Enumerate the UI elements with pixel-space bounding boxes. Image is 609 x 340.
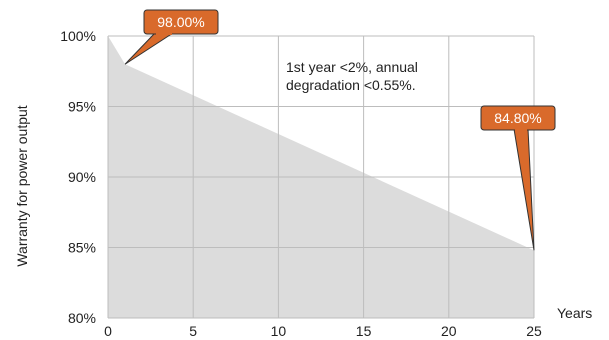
x-axis-title: Years (557, 305, 592, 321)
callout-seam (156, 31, 172, 35)
callout: 98.00% (124, 9, 219, 65)
y-tick-label: 80% (68, 310, 96, 326)
y-tick-labels: 80% 85% 90% 95% 100% (60, 28, 96, 326)
x-tick-label: 10 (271, 323, 287, 339)
x-tick-label: 5 (189, 323, 197, 339)
x-tick-label: 0 (104, 323, 112, 339)
degradation-annotation: 1st year <2%, annual degradation <0.55%. (286, 59, 418, 93)
annotation-line-1: 1st year <2%, annual (286, 59, 418, 75)
x-tick-labels: 0 5 10 15 20 25 (104, 323, 542, 339)
callout: 84.80% (480, 105, 556, 251)
y-tick-label: 85% (68, 240, 96, 256)
y-tick-label: 100% (60, 28, 96, 44)
y-tick-label: 90% (68, 169, 96, 185)
y-axis-title: Warranty for power output (14, 105, 30, 266)
x-tick-label: 25 (526, 323, 542, 339)
grid-lines (107, 35, 535, 319)
x-tick-label: 20 (441, 323, 457, 339)
y-tick-label: 95% (68, 99, 96, 115)
callout-box (143, 9, 219, 35)
callout-pointer (124, 32, 175, 65)
annotation-line-2: degradation <0.55%. (286, 77, 416, 93)
value-callouts: 98.00% 84.80% (124, 9, 556, 251)
x-tick-label: 15 (356, 323, 372, 339)
callout-label: 84.80% (494, 110, 541, 126)
callout-pointer (513, 128, 535, 251)
callout-seam (515, 127, 527, 131)
callout-label: 98.00% (157, 14, 204, 30)
